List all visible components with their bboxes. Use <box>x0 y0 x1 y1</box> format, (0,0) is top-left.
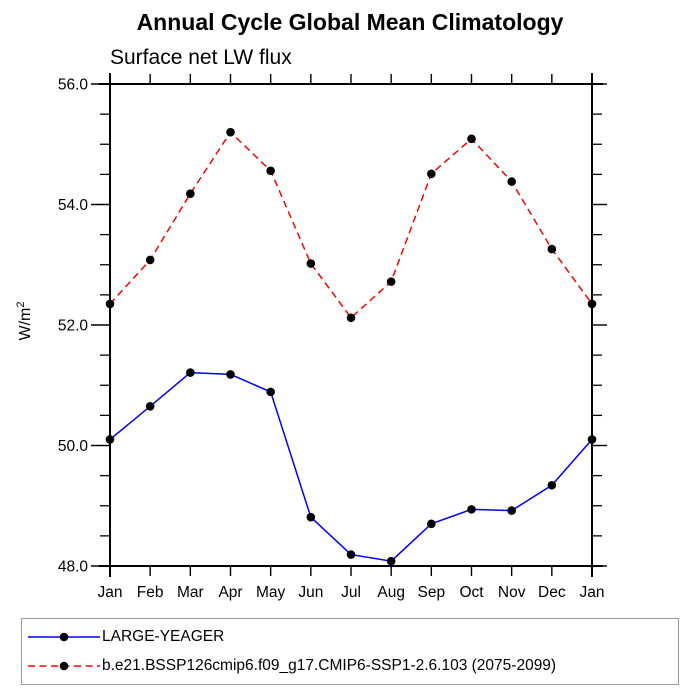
x-tick-label: Dec <box>538 584 566 601</box>
series-1-marker <box>467 134 476 144</box>
x-tick-label: Jan <box>98 584 123 601</box>
y-tick-label: 50.0 <box>58 438 89 455</box>
series-0-marker <box>507 506 516 515</box>
legend-label: LARGE-YEAGER <box>102 628 225 646</box>
series-1-marker <box>547 244 557 254</box>
legend-sample-marker <box>59 632 69 642</box>
x-tick-label: May <box>256 584 286 601</box>
series-1-marker <box>306 259 316 268</box>
series-1-marker <box>587 299 597 309</box>
series-1-marker <box>346 313 356 323</box>
series-1-marker <box>226 127 235 137</box>
x-tick-label: Nov <box>498 584 526 601</box>
x-tick-label: Aug <box>377 584 405 601</box>
chart-title: Annual Cycle Global Mean Climatology <box>137 9 564 35</box>
x-tick-label: Oct <box>459 584 484 601</box>
legend-sample-marker <box>59 661 69 671</box>
x-tick-label: Jan <box>580 584 605 601</box>
series-1-marker <box>105 299 115 309</box>
series-0-marker <box>186 368 195 377</box>
legend-rows: LARGE-YEAGER b.e21.BSSP126cmip6.f09_g17.C… <box>26 623 678 681</box>
series-1-marker <box>427 169 436 179</box>
series-1-marker <box>186 189 195 198</box>
series-1-marker <box>386 277 396 286</box>
y-tick-label: 52.0 <box>58 318 89 335</box>
data-series <box>105 127 597 566</box>
series-0-marker <box>105 435 115 444</box>
legend-item-1: b.e21.BSSP126cmip6.f09_g17.CMIP6-SSP1-2.… <box>26 652 678 681</box>
x-tick-label: Feb <box>137 584 164 601</box>
y-axis-label: W/m2 <box>15 302 34 341</box>
legend-label: b.e21.BSSP126cmip6.f09_g17.CMIP6-SSP1-2.… <box>102 657 557 675</box>
series-0-marker <box>386 556 396 566</box>
legend-box: LARGE-YEAGER b.e21.BSSP126cmip6.f09_g17.C… <box>21 618 679 685</box>
chart-subtitle: Surface net LW flux <box>110 46 292 69</box>
series-0-marker <box>266 387 275 397</box>
series-line-0 <box>109 371 593 562</box>
series-1-marker <box>507 177 516 186</box>
axes: 48.0 50.0 52.0 54.0 56.0 Jan Feb Mar Apr May Jun Ju… <box>58 73 607 601</box>
series-0-marker <box>346 550 356 559</box>
series-1-marker <box>266 166 275 176</box>
series-0-marker <box>547 480 557 490</box>
series-0-marker <box>427 519 436 529</box>
x-tick-label: Sep <box>418 584 446 601</box>
legend-line-sample <box>28 661 100 671</box>
y-tick-label: 56.0 <box>58 77 89 94</box>
legend-item-0: LARGE-YEAGER <box>26 623 678 652</box>
y-tick-label: 48.0 <box>58 559 89 576</box>
series-line-1 <box>109 131 593 319</box>
x-tick-label: Apr <box>218 584 242 601</box>
x-tick-label: Jul <box>341 584 361 601</box>
series-1-marker <box>145 255 155 265</box>
series-0-marker <box>226 370 235 379</box>
x-tick-label: Mar <box>177 584 204 601</box>
legend-line-sample <box>28 632 100 642</box>
series-0-marker <box>145 402 155 411</box>
x-tick-label: Jun <box>298 584 323 601</box>
series-0-marker <box>306 512 316 522</box>
y-tick-label: 54.0 <box>58 197 89 214</box>
series-0-marker <box>467 505 476 514</box>
series-0-marker <box>587 435 597 444</box>
climatology-line-chart: Annual Cycle Global Mean Climatology Sur… <box>15 9 607 601</box>
